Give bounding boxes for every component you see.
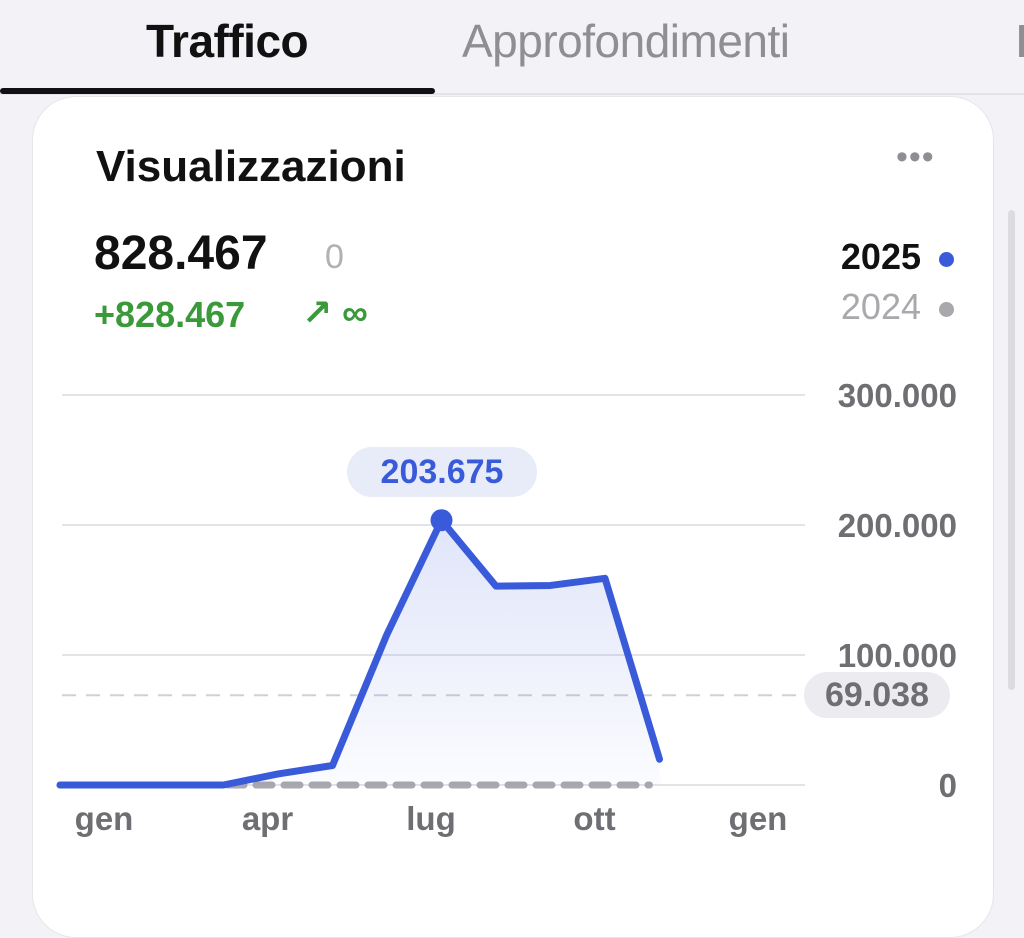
x-tick-label: apr bbox=[242, 800, 294, 837]
average-badge: 69.038 bbox=[804, 672, 950, 718]
x-tick-label: gen bbox=[75, 800, 134, 837]
series-2025-area bbox=[60, 520, 660, 785]
views-chart: 0 100.000 200.000 300.000 gen apr lug ott gen bbox=[0, 0, 1024, 877]
x-tick-label: gen bbox=[729, 800, 788, 837]
y-tick-label: 100.000 bbox=[838, 637, 957, 674]
x-tick-label: ott bbox=[573, 800, 615, 837]
y-tick-label: 200.000 bbox=[838, 507, 957, 544]
x-tick-label: lug bbox=[406, 800, 455, 837]
peak-tooltip: 203.675 bbox=[347, 447, 537, 497]
y-tick-label: 0 bbox=[939, 767, 957, 804]
peak-marker bbox=[431, 509, 453, 531]
y-tick-label: 300.000 bbox=[838, 377, 957, 414]
